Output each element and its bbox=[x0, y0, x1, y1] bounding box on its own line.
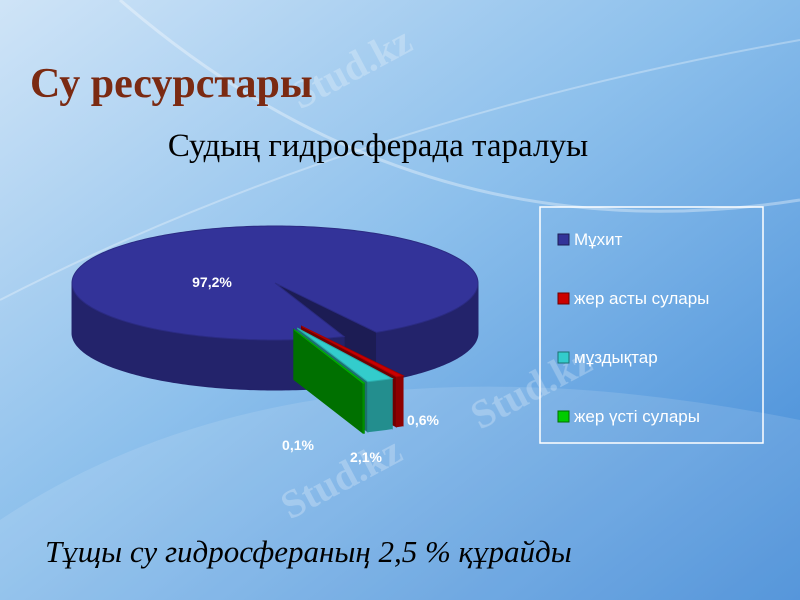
slice-side bbox=[395, 375, 404, 428]
data-label: 97,2% bbox=[192, 274, 232, 290]
data-label: 2,1% bbox=[350, 449, 382, 465]
swoosh-line bbox=[0, 39, 800, 301]
slice-top bbox=[297, 327, 394, 383]
legend-label: жер үсті сулары bbox=[574, 407, 700, 426]
slice-side bbox=[367, 378, 393, 433]
swoosh-line bbox=[119, 0, 800, 213]
legend-swatch bbox=[557, 292, 570, 305]
swoosh bbox=[0, 386, 800, 600]
slice bbox=[293, 328, 366, 435]
legend-swatch bbox=[557, 233, 570, 246]
legend: Мұхит жер асты сулары мұздықтар жер үсті су… bbox=[557, 230, 709, 426]
legend-swatch bbox=[557, 351, 570, 364]
chart-title: Судың гидросферада таралуы bbox=[168, 128, 588, 164]
pie: 97,2% 0,6% 2,1% 0,1% bbox=[71, 225, 479, 465]
slice-top bbox=[301, 325, 405, 378]
legend-label: жер асты сулары bbox=[574, 289, 709, 308]
slice-side bbox=[362, 382, 365, 434]
slice bbox=[71, 225, 479, 391]
data-label: 0,1% bbox=[282, 437, 314, 453]
legend-box bbox=[539, 206, 764, 444]
legend-label: мұздықтар bbox=[574, 348, 658, 367]
legend-swatch bbox=[557, 410, 570, 423]
slice-top bbox=[293, 329, 366, 384]
data-label: 0,6% bbox=[407, 412, 439, 428]
slide-title: Су ресурстары bbox=[30, 61, 313, 107]
note: Тұщы су гидросфераның 2,5 % құрайды bbox=[45, 534, 572, 569]
legend-label: Мұхит bbox=[574, 230, 623, 249]
slice-top bbox=[71, 225, 479, 341]
